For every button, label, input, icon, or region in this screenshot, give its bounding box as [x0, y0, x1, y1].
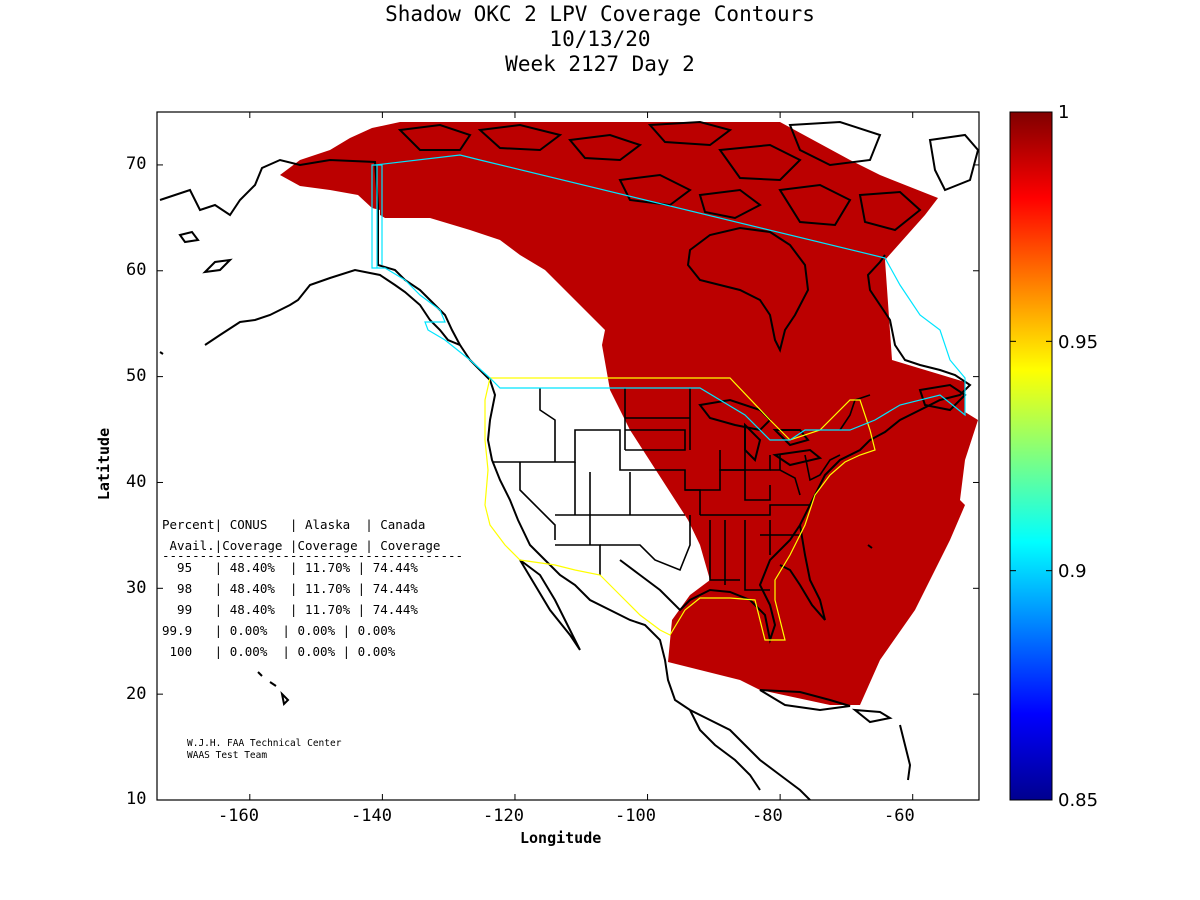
x-tick-label: -120 [483, 806, 524, 826]
map-layers [159, 120, 979, 800]
colorbar-tick-marks [1010, 111, 1052, 801]
colorbar-gradient [1009, 111, 1053, 801]
alaska-canada-service-boundary [371, 154, 966, 441]
chart-title: Shadow OKC 2 LPV Coverage Contours [385, 2, 815, 26]
x-tick-label: -160 [218, 806, 259, 826]
y-tick-label: 50 [126, 366, 147, 386]
y-tick-label: 30 [126, 578, 147, 598]
stats-divider: ---------------------------------------- [162, 548, 464, 563]
y-tick-label: 20 [126, 684, 147, 704]
chart-date: 10/13/20 [549, 27, 651, 51]
stats-row: 99 | 48.40% | 11.70% | 74.44% [162, 602, 418, 617]
y-axis-title: Latitude [95, 427, 113, 501]
y-tick-label: 10 [126, 789, 147, 809]
stats-row: 99.9 | 0.00% | 0.00% | 0.00% [162, 623, 396, 638]
stats-row: 98 | 48.40% | 11.70% | 74.44% [162, 581, 418, 596]
stats-row: 95 | 48.40% | 11.70% | 74.44% [162, 560, 418, 575]
colorbar-label-top: 1 [1058, 102, 1070, 123]
axis-tick-marks [157, 112, 979, 801]
plot-frame [156, 111, 980, 801]
colorbar-label-bottom: 0.85 [1058, 790, 1099, 811]
colorbar-label-090: 0.9 [1058, 561, 1087, 582]
y-tick-label: 70 [126, 154, 147, 174]
x-tick-label: -140 [351, 806, 392, 826]
chart-week-day: Week 2127 Day 2 [505, 52, 695, 76]
state-boundaries [492, 388, 871, 591]
credit-line-2: WAAS Test Team [187, 750, 268, 761]
credit-line-1: W.J.H. FAA Technical Center [187, 738, 342, 749]
x-tick-label: -60 [884, 806, 915, 826]
y-tick-label: 60 [126, 260, 147, 280]
x-tick-label: -80 [752, 806, 783, 826]
lpv-coverage-region [280, 122, 978, 705]
stats-header-2: Avail.|Coverage |Coverage | Coverage [162, 538, 441, 553]
conus-service-boundary [484, 377, 876, 641]
x-tick-label: -100 [615, 806, 656, 826]
stats-row: 100 | 0.00% | 0.00% | 0.00% [162, 644, 396, 659]
y-tick-label: 40 [126, 472, 147, 492]
coastlines [159, 120, 979, 800]
colorbar-label-095: 0.95 [1058, 332, 1099, 353]
stats-header-1: Percent| CONUS | Alaska | Canada [162, 517, 426, 532]
x-axis-title: Longitude [520, 829, 602, 847]
